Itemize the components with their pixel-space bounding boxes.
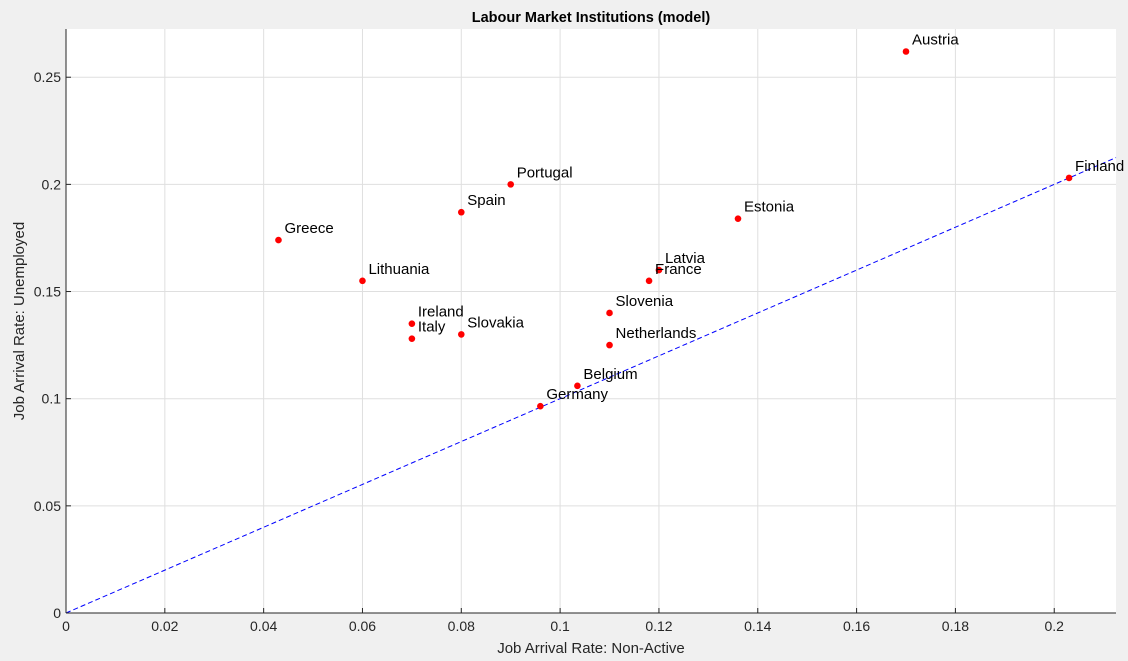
point-label: France bbox=[655, 261, 702, 278]
x-tick-label: 0 bbox=[62, 618, 70, 634]
point-label: Lithuania bbox=[368, 261, 430, 278]
point-label: Netherlands bbox=[616, 325, 697, 342]
data-point bbox=[457, 208, 465, 216]
data-point bbox=[408, 335, 416, 342]
x-tick-label: 0.1 bbox=[550, 618, 570, 634]
plot-background bbox=[66, 29, 1116, 613]
point-label: Estonia bbox=[744, 199, 795, 216]
data-point bbox=[457, 331, 465, 338]
point-label: Greece bbox=[284, 220, 333, 237]
data-point bbox=[606, 309, 613, 317]
point-label: Latvia bbox=[665, 250, 706, 267]
y-tick-label: 0.2 bbox=[42, 176, 62, 192]
data-point bbox=[734, 215, 742, 222]
point-label: Ireland bbox=[418, 304, 464, 321]
reference-line bbox=[65, 157, 1117, 614]
x-tick-label: 0.06 bbox=[349, 618, 376, 634]
x-tick-label: 0.16 bbox=[843, 618, 870, 634]
point-label: Germany bbox=[546, 386, 608, 403]
y-axis-ticks: 0 0.05 0.1 0.15 0.2 0.25 bbox=[34, 69, 71, 621]
data-point bbox=[902, 48, 910, 55]
data-point bbox=[606, 341, 613, 349]
x-tick-label: 0.2 bbox=[1045, 618, 1065, 634]
data-point bbox=[275, 236, 282, 244]
point-label: Slovenia bbox=[616, 293, 674, 310]
x-axis-label: Job Arrival Rate: Non-Active bbox=[497, 640, 685, 656]
data-points: Austria Finland Portugal Spain Estonia Greece… bbox=[275, 32, 1124, 410]
y-tick-label: 0.05 bbox=[34, 498, 61, 514]
data-point bbox=[359, 277, 366, 285]
point-label: Portugal bbox=[517, 164, 573, 181]
x-tick-label: 0.18 bbox=[942, 618, 969, 634]
point-label: Austria bbox=[912, 32, 959, 49]
point-label: Spain bbox=[467, 192, 505, 209]
point-label: Finland bbox=[1075, 158, 1124, 175]
data-point bbox=[507, 181, 515, 188]
x-tick-label: 0.08 bbox=[448, 618, 475, 634]
data-point bbox=[408, 320, 416, 327]
chart-title: Labour Market Institutions (model) bbox=[472, 10, 711, 26]
x-tick-label: 0.02 bbox=[151, 618, 178, 634]
y-tick-label: 0.15 bbox=[34, 284, 61, 300]
x-tick-label: 0.12 bbox=[645, 618, 672, 634]
point-label: Italy bbox=[418, 319, 446, 336]
data-point bbox=[1065, 174, 1073, 182]
x-axis-ticks: 0 0.02 0.04 0.06 0.08 0.1 0.12 0.14 0.16 0.18 0.2 bbox=[62, 608, 1064, 634]
axes bbox=[65, 29, 1116, 614]
point-label: Slovakia bbox=[467, 314, 524, 331]
y-tick-label: 0.25 bbox=[34, 69, 61, 85]
data-point bbox=[655, 266, 663, 274]
x-tick-label: 0.04 bbox=[250, 618, 277, 634]
point-label: Belgium bbox=[583, 366, 637, 383]
x-tick-label: 0.14 bbox=[744, 618, 771, 634]
y-tick-label: 0.1 bbox=[42, 391, 62, 407]
data-point bbox=[537, 402, 544, 410]
data-point bbox=[645, 277, 653, 285]
y-axis-label: Job Arrival Rate: Unemployed bbox=[11, 222, 28, 420]
data-point bbox=[574, 382, 581, 390]
y-tick-label: 0 bbox=[53, 605, 61, 621]
